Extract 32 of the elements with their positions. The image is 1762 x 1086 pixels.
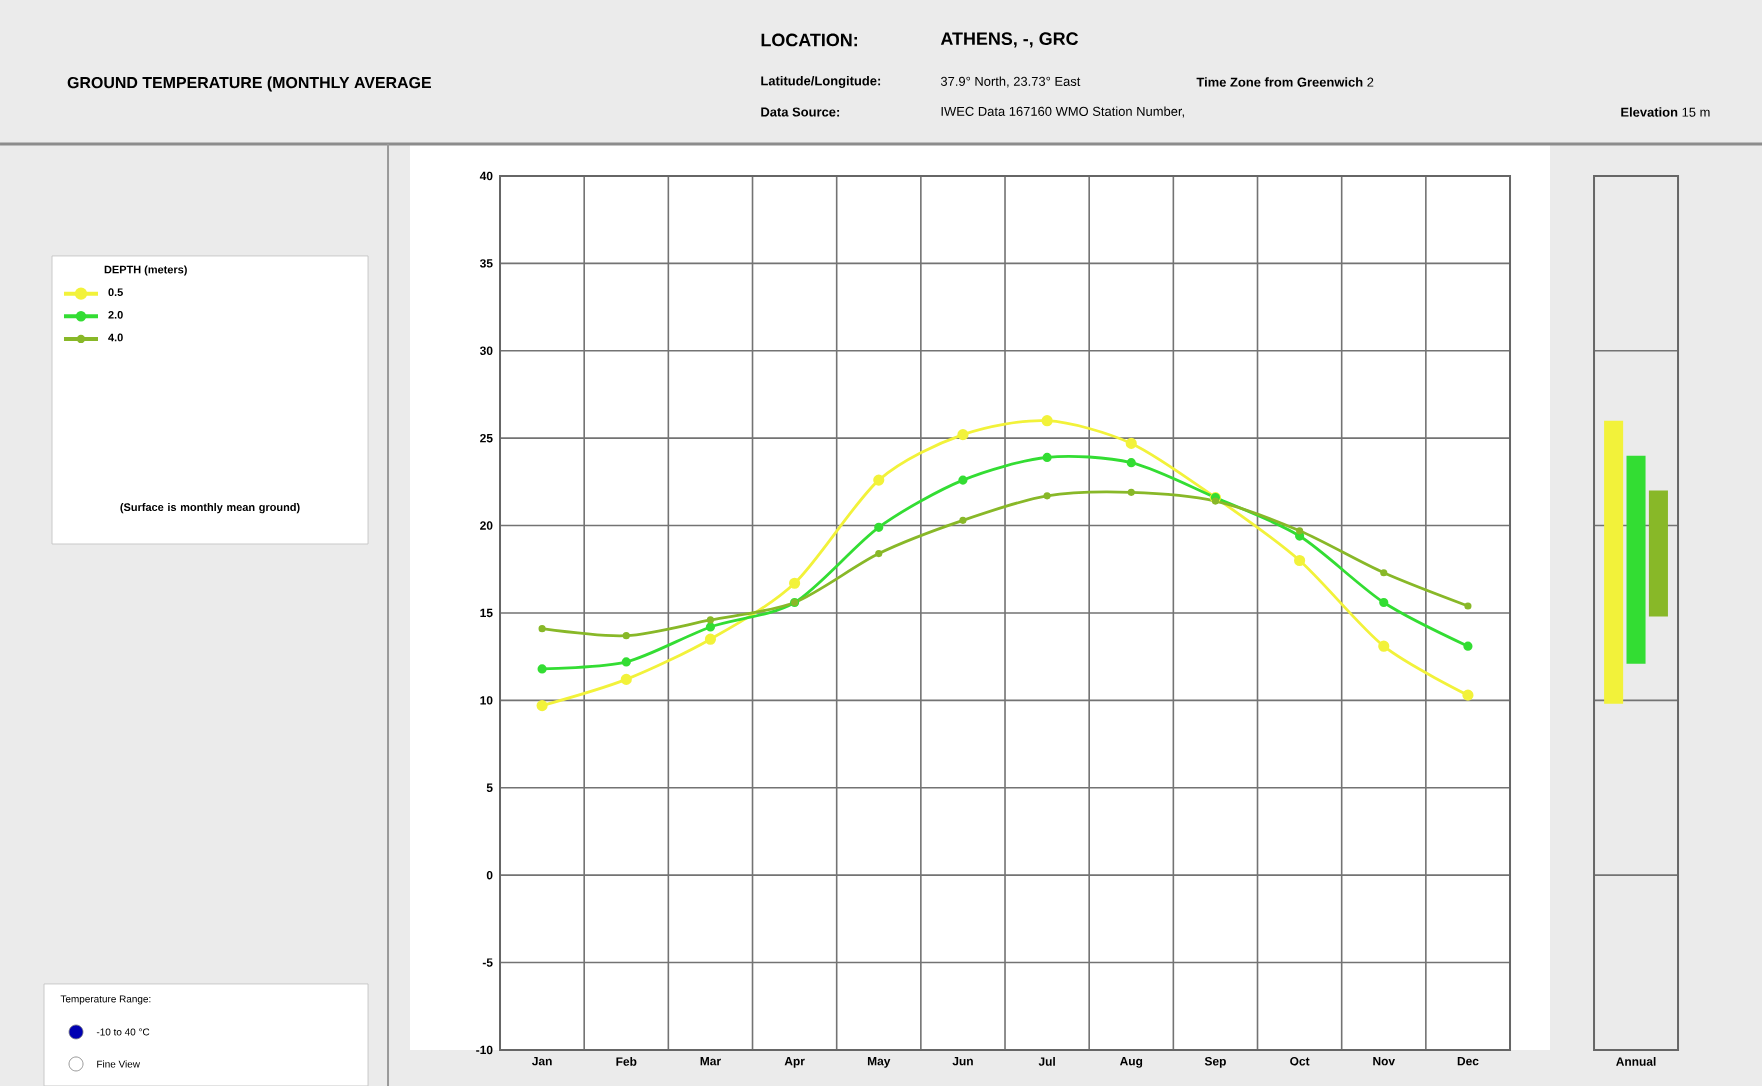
point xyxy=(1041,415,1053,427)
text: LOCATION: xyxy=(761,33,857,47)
point xyxy=(957,429,969,441)
point xyxy=(620,673,632,685)
point xyxy=(1294,554,1306,567)
point xyxy=(705,622,716,632)
point xyxy=(873,474,885,486)
point xyxy=(537,664,547,674)
point xyxy=(958,475,968,485)
point xyxy=(874,522,884,532)
point xyxy=(1380,569,1388,577)
point xyxy=(622,632,630,640)
point xyxy=(959,516,967,524)
point xyxy=(1463,641,1473,651)
point xyxy=(1462,689,1474,701)
point xyxy=(538,625,546,633)
point xyxy=(536,700,548,712)
point xyxy=(875,549,883,558)
point xyxy=(1378,640,1390,652)
point xyxy=(1043,492,1051,500)
point xyxy=(704,633,717,645)
point xyxy=(1127,488,1135,496)
point xyxy=(789,577,801,589)
point xyxy=(1125,437,1137,449)
point xyxy=(1296,527,1304,535)
point xyxy=(706,616,715,624)
point xyxy=(1379,597,1389,608)
point xyxy=(621,657,631,667)
point xyxy=(1464,602,1472,610)
text: ATHENS, -, GRC xyxy=(940,32,1079,48)
point xyxy=(1042,452,1052,462)
point xyxy=(1126,458,1136,468)
